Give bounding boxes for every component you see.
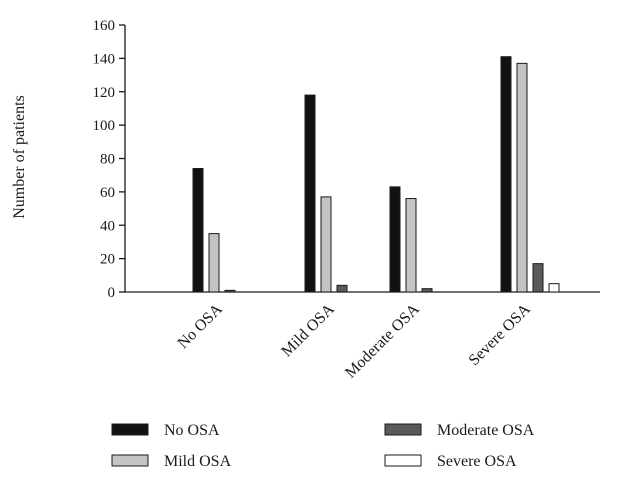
y-tick-label: 160 (93, 18, 116, 34)
bar-no-osa-severe-osa (500, 56, 512, 293)
bar-moderate-osa-mild-osa (336, 284, 348, 293)
x-category-label: Mild OSA (278, 300, 338, 360)
x-category-label: No OSA (175, 300, 227, 352)
x-category-label: Moderate OSA (342, 300, 423, 381)
bar-moderate-osa-no-osa (224, 289, 236, 293)
legend: No OSA Mild OSA Moderate OSA Severe OSA (111, 422, 535, 470)
legend-label: Moderate OSA (437, 422, 535, 439)
legend-label: Mild OSA (164, 453, 232, 470)
y-tick-label: 120 (93, 85, 116, 101)
legend-label: Severe OSA (437, 453, 517, 470)
y-axis-title: Number of patients (11, 95, 28, 219)
bar-mild-osa-mild-osa (320, 196, 332, 293)
bar-moderate-osa-moderate-osa (421, 288, 433, 293)
bar-no-osa-mild-osa (304, 94, 316, 293)
bar-mild-osa-moderate-osa (405, 198, 417, 293)
y-tick-label: 100 (93, 118, 116, 134)
x-category-label: Severe OSA (466, 300, 535, 369)
y-tick-label: 20 (100, 252, 115, 268)
bar-moderate-osa-severe-osa (532, 263, 544, 293)
bar-no-osa-moderate-osa (389, 186, 401, 293)
legend-swatch-severe-osa (384, 454, 422, 467)
y-axis: 0 20 40 60 80 100 120 140 160 (93, 18, 126, 301)
y-tick-label: 140 (93, 51, 116, 67)
legend-swatch-moderate-osa (384, 423, 422, 436)
bar-no-osa-no-osa (192, 168, 204, 293)
y-tick-label: 40 (100, 218, 115, 234)
bar-mild-osa-severe-osa (516, 62, 528, 293)
bar-severe-osa-severe-osa (548, 283, 560, 293)
y-tick-label: 60 (100, 185, 115, 201)
x-axis: No OSA Mild OSA Moderate OSA Severe OSA (125, 291, 600, 382)
legend-label: No OSA (164, 422, 220, 439)
legend-swatch-mild-osa (111, 454, 149, 467)
y-tick-label: 80 (100, 152, 115, 168)
bar-mild-osa-no-osa (208, 233, 220, 293)
legend-swatch-no-osa (111, 423, 149, 436)
y-tick-label: 0 (108, 285, 116, 301)
bars (192, 56, 560, 293)
